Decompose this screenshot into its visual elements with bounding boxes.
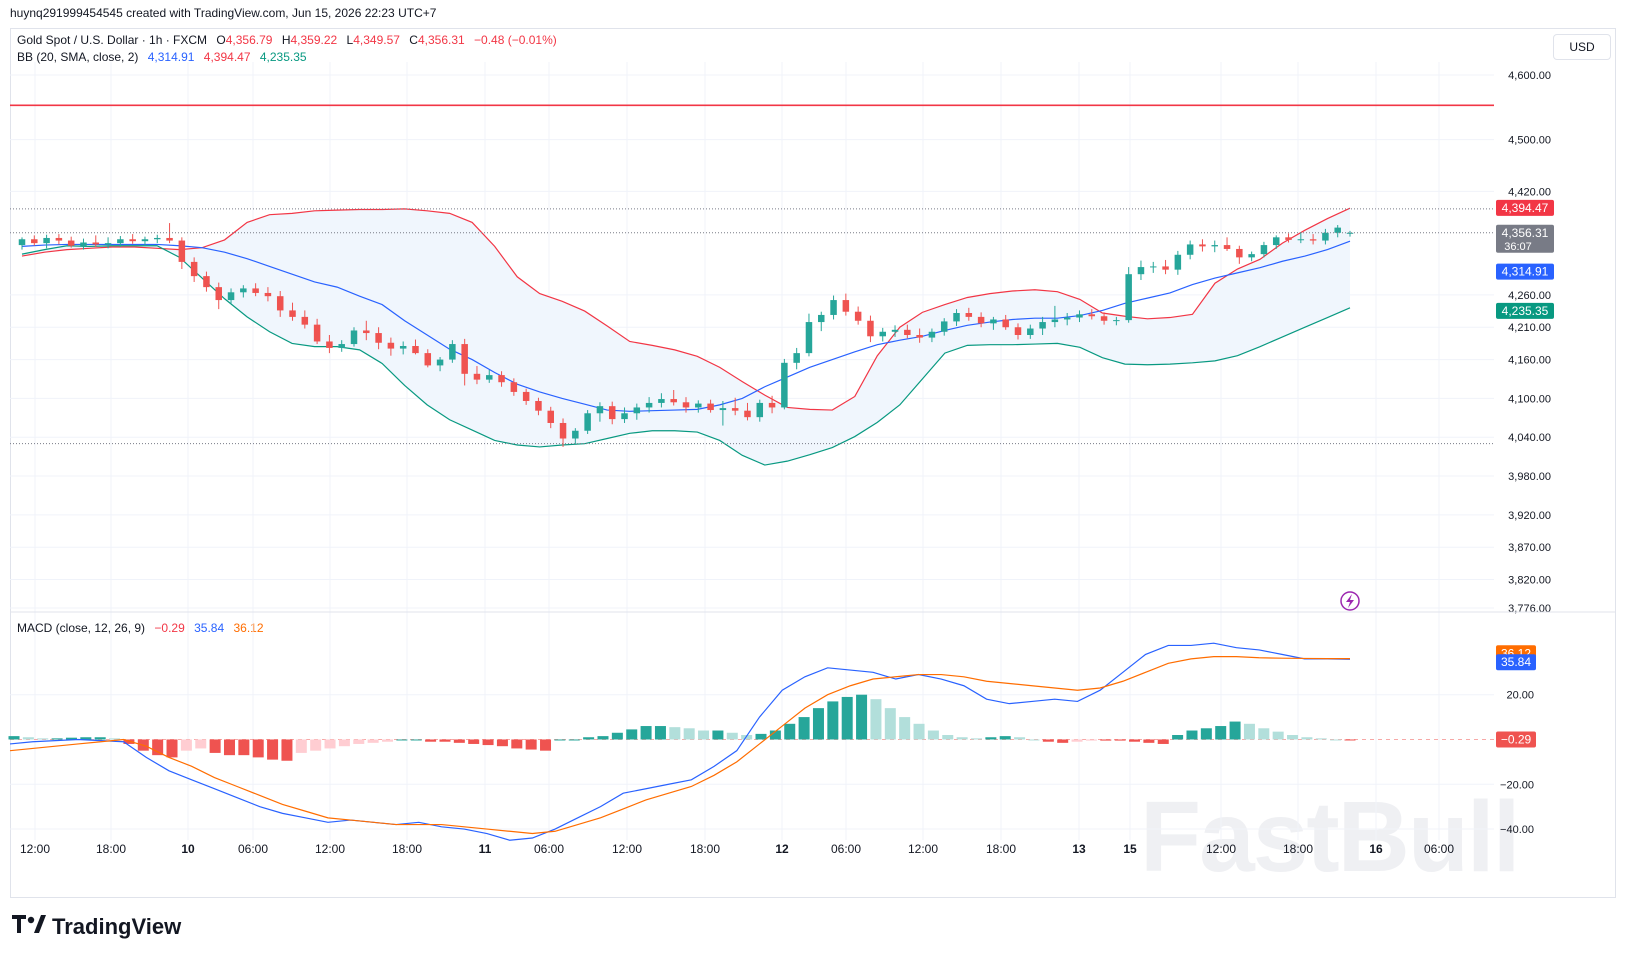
macd-line-value: 35.84 xyxy=(194,621,225,635)
ohlc-values: O4,356.79 H4,359.22 L4,349.57 C4,356.31 … xyxy=(216,33,557,47)
macd-hist-value: −0.29 xyxy=(154,621,185,635)
symbol-title: Gold Spot / U.S. Dollar · 1h · FXCM xyxy=(17,33,208,47)
macd-label: MACD (close, 12, 26, 9) xyxy=(17,621,146,635)
tradingview-logo-text: TradingView xyxy=(52,914,182,939)
macd-legend[interactable]: MACD (close, 12, 26, 9) −0.29 35.84 36.1… xyxy=(17,621,270,635)
macd-signal-value: 36.12 xyxy=(233,621,264,635)
bb-basis-value: 4,314.91 xyxy=(147,50,195,64)
symbol-legend[interactable]: Gold Spot / U.S. Dollar · 1h · FXCM O4,3… xyxy=(17,33,569,47)
bb-lower-value: 4,235.35 xyxy=(259,50,307,64)
tradingview-logo-icon xyxy=(12,915,46,939)
watermark-credit: huynq291999454545 created with TradingVi… xyxy=(10,6,437,20)
tradingview-logo[interactable]: TradingView xyxy=(12,914,181,940)
bb-label: BB (20, SMA, close, 2) xyxy=(17,50,139,64)
fastbull-watermark: FastBull xyxy=(1140,781,1520,893)
bb-upper-value: 4,394.47 xyxy=(203,50,251,64)
bb-legend[interactable]: BB (20, SMA, close, 2) 4,314.91 4,394.47… xyxy=(17,50,313,64)
currency-selector[interactable]: USD xyxy=(1553,34,1611,60)
chart-frame xyxy=(10,28,1616,898)
